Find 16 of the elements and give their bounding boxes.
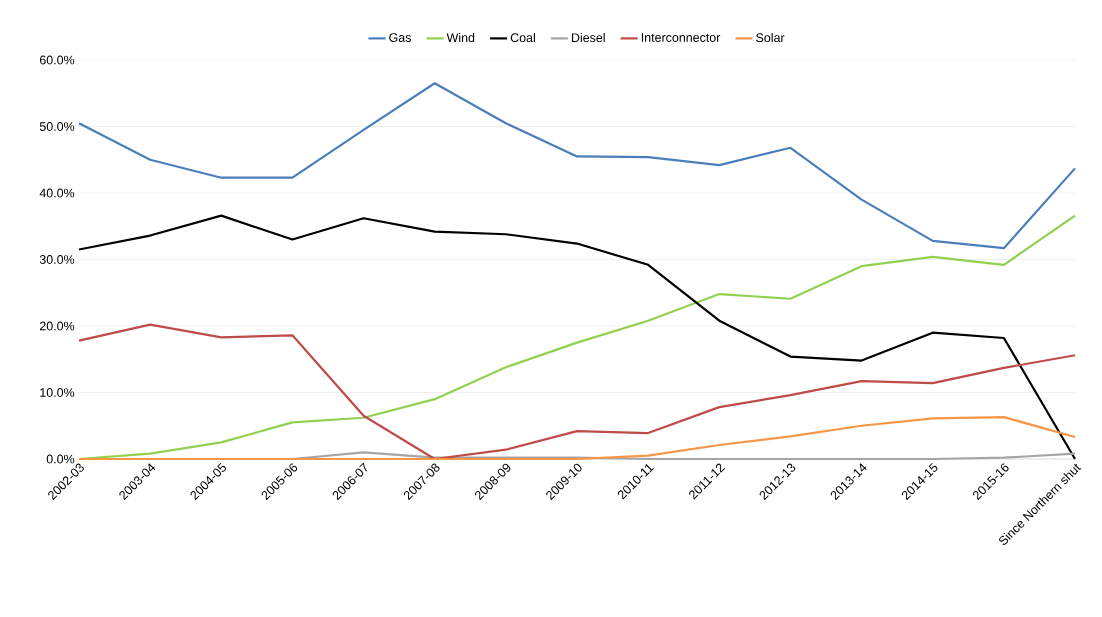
- y-tick-label: 40.0%: [39, 188, 75, 198]
- legend-label: Interconnector: [641, 33, 721, 42]
- legend-label: Wind: [446, 32, 475, 43]
- y-tick-label: 30.0%: [39, 255, 75, 264]
- line-series: [77, 82, 1077, 250]
- y-tick-label: 0.0%: [46, 454, 75, 464]
- legend-label: Gas: [389, 33, 411, 42]
- y-tick-label: 50.0%: [39, 122, 75, 131]
- legend-label: Solar: [756, 32, 785, 43]
- line-series: [77, 214, 1077, 461]
- legend-label: Coal: [510, 32, 535, 43]
- y-tick-label: 60.0%: [39, 55, 75, 65]
- y-tick-label: 10.0%: [40, 388, 75, 397]
- legend-label: Diesel: [571, 32, 605, 43]
- y-tick-label: 20.0%: [39, 321, 75, 331]
- line-series: [77, 323, 1077, 461]
